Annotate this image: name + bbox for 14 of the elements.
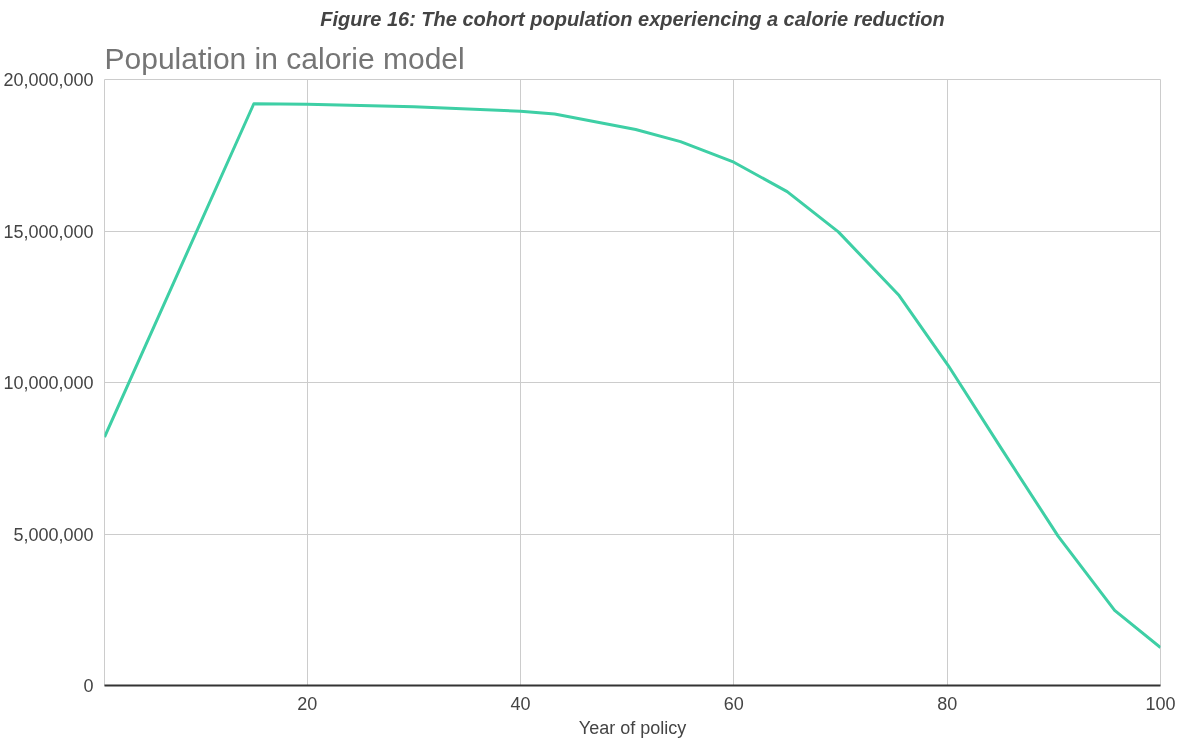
caption: Figure 16: The cohort population experiencing a calorie reduction [320, 7, 945, 30]
x-tick-label: 20 [297, 693, 318, 714]
y-tick-label: 15,000,000 [3, 221, 94, 242]
y-tick-label: 0 [83, 676, 94, 696]
x-tick-label: 100 [1145, 693, 1176, 714]
y-tick-label: 5,000,000 [13, 524, 94, 545]
line-series [104, 102, 1161, 650]
x-tick-label: 80 [937, 693, 958, 714]
x-axis-title: Year of policy [578, 717, 687, 738]
x-tick-label: 60 [723, 693, 744, 714]
y-tick-label: 10,000,000 [3, 373, 94, 393]
chart-title: Population in calorie model [104, 41, 465, 75]
y-tick-label: 20,000,000 [3, 70, 94, 90]
x-tick-label: 40 [510, 693, 531, 714]
